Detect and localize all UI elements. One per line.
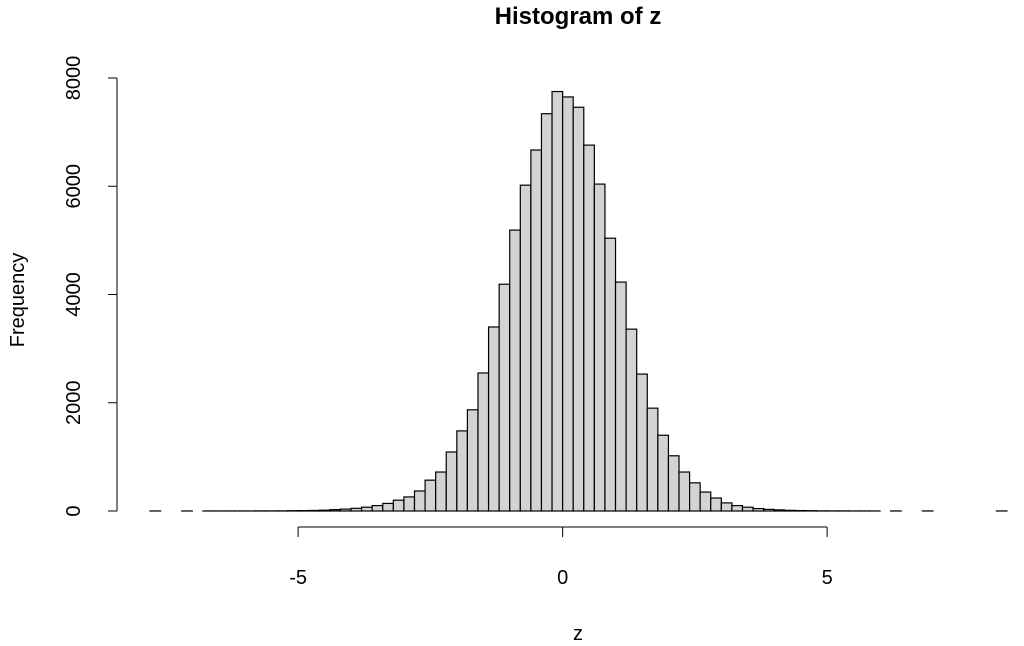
bar — [308, 509, 320, 512]
bar — [604, 237, 617, 512]
bar — [413, 490, 426, 512]
y-tick-label: 4000 — [63, 272, 85, 317]
bar — [466, 409, 479, 512]
x-axis-label: z — [573, 623, 583, 645]
bar — [403, 496, 416, 512]
bar — [731, 504, 744, 512]
bar — [392, 499, 405, 512]
bar — [688, 482, 701, 512]
bar — [540, 113, 553, 512]
y-tick-label: 6000 — [63, 164, 85, 209]
bar — [583, 144, 595, 512]
bar — [361, 506, 373, 512]
bar — [646, 407, 659, 512]
bar — [350, 507, 363, 512]
bar — [593, 183, 606, 512]
bar — [509, 229, 521, 512]
bar — [424, 479, 437, 512]
x-tick-label: 0 — [557, 567, 568, 589]
bar — [519, 184, 532, 512]
bar — [636, 373, 648, 512]
bar — [435, 471, 447, 512]
bar — [763, 508, 775, 512]
y-tick-label: 0 — [63, 505, 85, 516]
bar — [699, 491, 712, 512]
y-tick-label: 8000 — [63, 56, 85, 101]
bar — [339, 508, 352, 512]
bar — [710, 497, 722, 512]
y-axis-label: Frequency — [7, 253, 29, 348]
bar — [562, 96, 574, 512]
bar — [551, 90, 564, 512]
bar — [487, 326, 500, 512]
bar — [445, 451, 458, 512]
bar — [382, 502, 394, 512]
bar — [773, 509, 786, 512]
bar — [614, 281, 627, 512]
bar — [371, 504, 384, 512]
y-tick-label: 2000 — [63, 381, 85, 426]
bar — [329, 509, 342, 512]
bar — [498, 283, 511, 512]
x-tick-label: 5 — [822, 567, 833, 589]
bar — [667, 455, 680, 512]
bar — [720, 502, 733, 512]
bar — [456, 430, 469, 512]
bar — [625, 328, 638, 512]
bar — [678, 471, 691, 512]
bar — [477, 372, 490, 512]
bar — [572, 106, 585, 512]
bar — [784, 509, 796, 512]
bar — [530, 149, 543, 512]
bar — [741, 506, 754, 512]
bar — [657, 434, 670, 512]
bar — [318, 509, 331, 512]
chart-title: Histogram of z — [495, 3, 662, 30]
x-tick-label: -5 — [289, 567, 307, 589]
bar — [752, 507, 765, 512]
